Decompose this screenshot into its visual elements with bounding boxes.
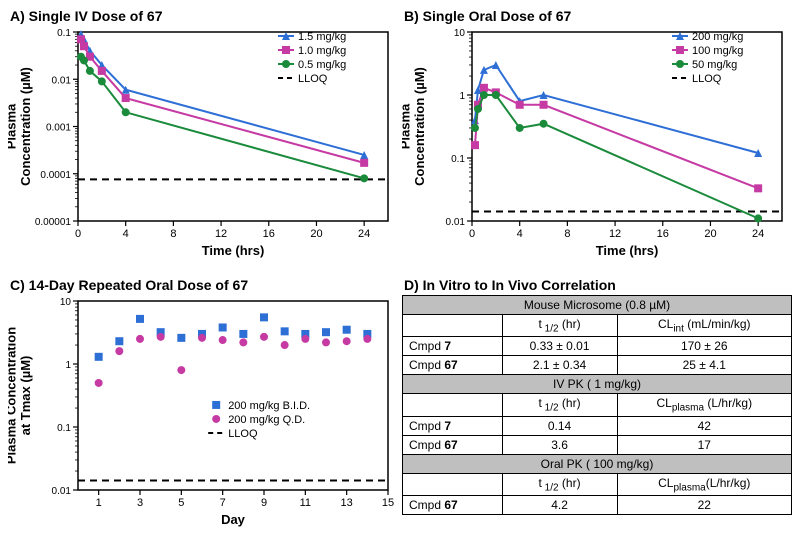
- panel-b-prefix: B): [404, 8, 423, 24]
- svg-text:50 mg/kg: 50 mg/kg: [692, 59, 737, 71]
- svg-text:10: 10: [454, 28, 466, 39]
- panel-c-text: 14-Day Repeated Oral Dose of: [29, 277, 233, 293]
- svg-text:8: 8: [564, 228, 570, 240]
- svg-text:1: 1: [96, 497, 102, 509]
- svg-text:1: 1: [65, 360, 71, 371]
- svg-text:4: 4: [517, 228, 523, 240]
- svg-text:200 mg/kg Q.D.: 200 mg/kg Q.D.: [228, 414, 305, 426]
- svg-text:13: 13: [341, 497, 353, 509]
- svg-text:LLOQ: LLOQ: [228, 428, 258, 440]
- svg-text:7: 7: [220, 497, 226, 509]
- svg-text:8: 8: [170, 228, 176, 240]
- svg-text:4: 4: [123, 228, 129, 240]
- svg-text:11: 11: [300, 497, 311, 509]
- svg-text:5: 5: [178, 497, 184, 509]
- panel-a-prefix: A): [10, 8, 29, 24]
- svg-text:0.1: 0.1: [57, 28, 71, 39]
- panel-a: A) Single IV Dose of 67 0 4 8 12 16 20 24 Time …: [8, 8, 398, 273]
- svg-text:1.5 mg/kg: 1.5 mg/kg: [298, 31, 346, 43]
- panel-b-text: Single Oral Dose of: [423, 8, 556, 24]
- svg-text:LLOQ: LLOQ: [692, 73, 722, 85]
- svg-text:0.01: 0.01: [446, 217, 466, 228]
- svg-text:15: 15: [382, 497, 394, 509]
- svg-text:Time (hrs): Time (hrs): [596, 243, 659, 258]
- panel-d-prefix: D): [404, 277, 423, 293]
- svg-text:0.01: 0.01: [52, 75, 72, 86]
- svg-text:0: 0: [469, 228, 475, 240]
- svg-text:0.001: 0.001: [46, 123, 71, 134]
- panel-c-prefix: C): [10, 277, 29, 293]
- svg-text:12: 12: [215, 228, 227, 240]
- svg-text:LLOQ: LLOQ: [298, 73, 328, 85]
- svg-text:0.5 mg/kg: 0.5 mg/kg: [298, 59, 346, 71]
- panel-b-chart: 0 4 8 12 16 20 24 Time (hrs) 0.01 0.1 1 10 PlasmaCon…: [402, 26, 792, 261]
- panel-a-text: Single IV Dose of: [29, 8, 147, 24]
- svg-text:24: 24: [358, 228, 370, 240]
- svg-text:20: 20: [310, 228, 322, 240]
- figure-grid: A) Single IV Dose of 67 0 4 8 12 16 20 24 Time …: [8, 8, 792, 542]
- panel-c: C) 14-Day Repeated Oral Dose of 67 13579…: [8, 277, 398, 542]
- panel-a-chart: 0 4 8 12 16 20 24 Time (hrs) 0.00001 0.0001 0.001 0…: [8, 26, 398, 261]
- svg-text:12: 12: [609, 228, 621, 240]
- svg-text:0.1: 0.1: [57, 423, 71, 434]
- svg-text:200 mg/kg: 200 mg/kg: [692, 31, 743, 43]
- svg-text:PlasmaConcentration (µM): PlasmaConcentration (µM): [402, 67, 427, 186]
- svg-text:Plasma Concentrationat Tmax (µ: Plasma Concentrationat Tmax (µM): [8, 327, 33, 464]
- svg-text:1: 1: [459, 91, 465, 102]
- svg-text:10: 10: [60, 297, 72, 308]
- svg-text:PlasmaConcentration (µM): PlasmaConcentration (µM): [8, 67, 33, 186]
- svg-text:16: 16: [657, 228, 669, 240]
- svg-text:100 mg/kg: 100 mg/kg: [692, 45, 743, 57]
- svg-text:1.0 mg/kg: 1.0 mg/kg: [298, 45, 346, 57]
- panel-c-compound: 67: [233, 277, 249, 293]
- svg-text:0: 0: [75, 228, 81, 240]
- svg-text:0.01: 0.01: [52, 486, 72, 497]
- panel-d-title: D) In Vitro to In Vivo Correlation: [404, 277, 792, 293]
- svg-text:3: 3: [137, 497, 143, 509]
- svg-text:24: 24: [752, 228, 764, 240]
- panel-b-title: B) Single Oral Dose of 67: [404, 8, 792, 24]
- svg-text:20: 20: [704, 228, 716, 240]
- panel-b: B) Single Oral Dose of 67 0 4 8 12 16 20 24 Tim…: [402, 8, 792, 273]
- svg-text:0.0001: 0.0001: [40, 170, 71, 181]
- svg-text:Day: Day: [221, 512, 246, 527]
- panel-d-table: Mouse Microsome (0.8 µM) t 1/2 (hr)CLint…: [402, 295, 792, 515]
- svg-text:16: 16: [263, 228, 275, 240]
- svg-text:Time (hrs): Time (hrs): [202, 243, 265, 258]
- panel-b-compound: 67: [556, 8, 572, 24]
- panel-c-title: C) 14-Day Repeated Oral Dose of 67: [10, 277, 398, 293]
- panel-c-chart: 13579111315Day0.010.1110Plasma Concentra…: [8, 295, 398, 530]
- panel-a-compound: 67: [147, 8, 163, 24]
- panel-d: D) In Vitro to In Vivo Correlation Mouse…: [402, 277, 792, 542]
- svg-text:200 mg/kg B.I.D.: 200 mg/kg B.I.D.: [228, 400, 310, 412]
- svg-text:0.1: 0.1: [451, 154, 465, 165]
- svg-text:9: 9: [261, 497, 267, 509]
- svg-text:0.00001: 0.00001: [35, 217, 72, 228]
- panel-d-text: In Vitro to In Vivo Correlation: [423, 277, 616, 293]
- panel-a-title: A) Single IV Dose of 67: [10, 8, 398, 24]
